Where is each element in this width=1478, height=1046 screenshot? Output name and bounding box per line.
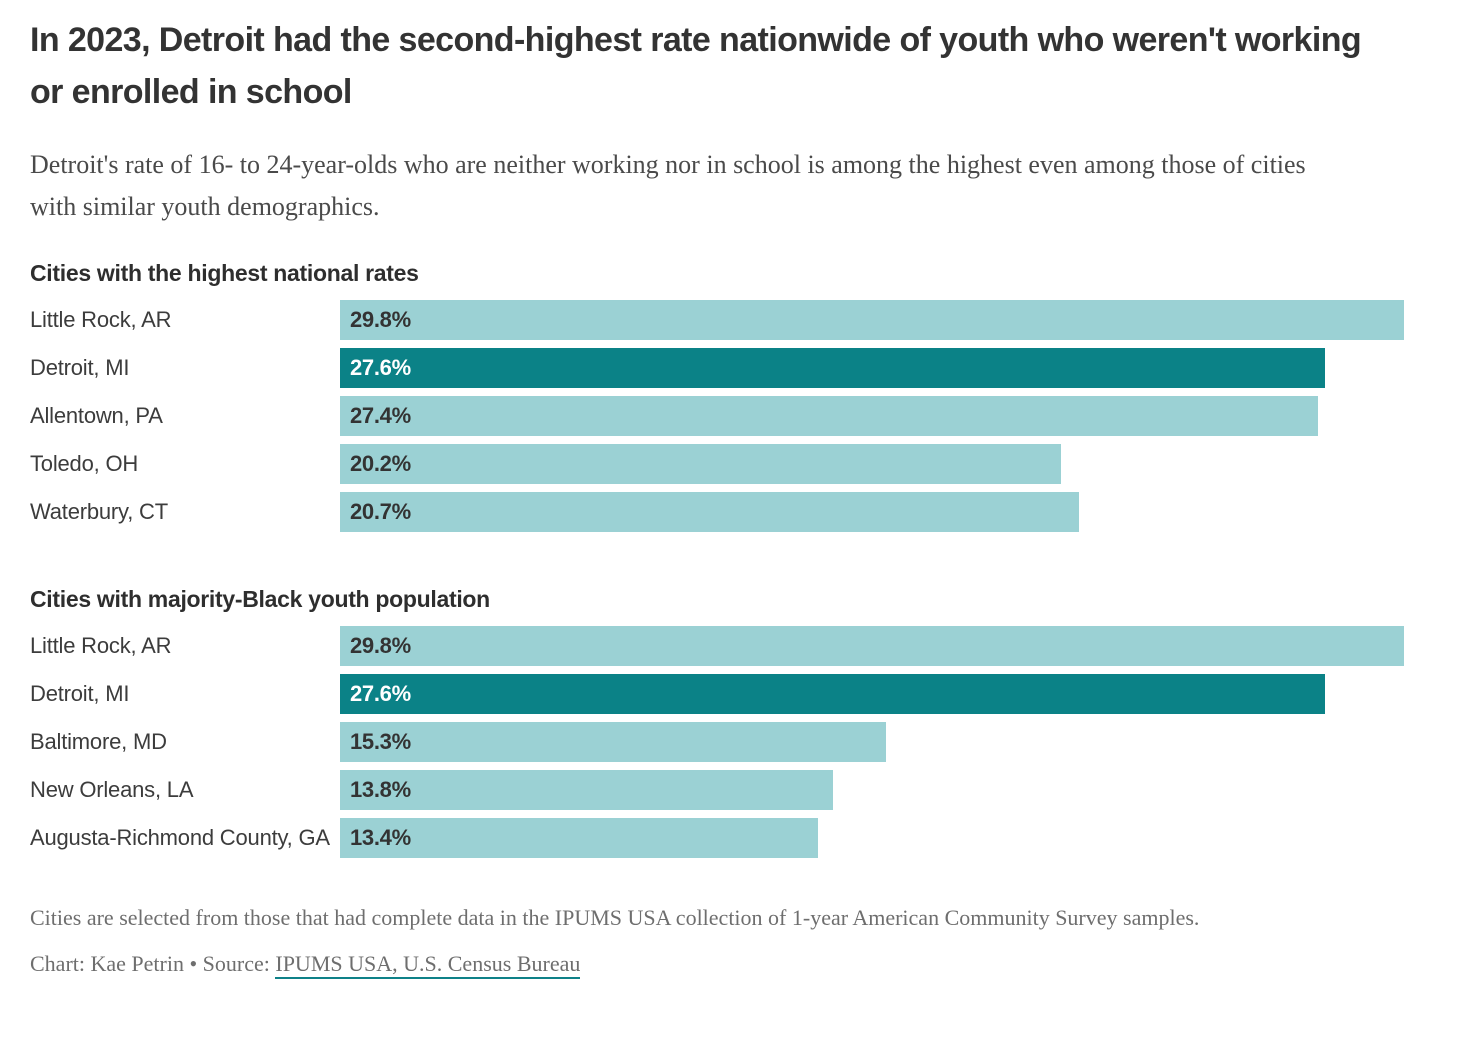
bar-track: 15.3%: [340, 722, 1404, 762]
category-label: Augusta-Richmond County, GA: [30, 825, 330, 850]
category-label: Detroit, MI: [30, 681, 130, 706]
bar-track: 13.8%: [340, 770, 1404, 810]
category-label: Allentown, PA: [30, 403, 163, 428]
bar: 20.7%: [340, 492, 1080, 532]
bar-track: 27.6%: [340, 348, 1404, 388]
bar-track: 27.4%: [340, 396, 1404, 436]
value-label: 13.8%: [350, 777, 411, 802]
value-label: 13.4%: [350, 825, 411, 850]
chart-row: Waterbury, CT 20.7%: [30, 492, 1404, 532]
category-label: Waterbury, CT: [30, 499, 168, 524]
bar-track: 29.8%: [340, 626, 1404, 666]
chart-footnote: Cities are selected from those that had …: [30, 905, 1200, 930]
bar-highlighted: 27.6%: [340, 348, 1326, 388]
chart-row: Detroit, MI 27.6%: [30, 674, 1404, 714]
chart-card: In 2023, Detroit had the second-highest …: [30, 21, 1404, 979]
credit-text: Chart: Kae Petrin • Source:: [30, 951, 276, 976]
bar-track: 13.4%: [340, 818, 1404, 858]
bar-group-majority-black: Little Rock, AR 29.8% Detroit, MI 27.6% Balt…: [30, 626, 1404, 858]
section-title-majority-black: Cities with majority-Black youth populat…: [30, 586, 490, 612]
bar-track: 20.7%: [340, 492, 1404, 532]
value-label: 27.6%: [350, 355, 411, 380]
chart-section-national-rates: Cities with the highest national rates L…: [30, 260, 1404, 532]
value-label: 27.4%: [350, 403, 411, 428]
chart-credit: Chart: Kae Petrin • Source: IPUMS USA, U…: [30, 951, 1404, 979]
bar: 20.2%: [340, 444, 1062, 484]
category-label: Detroit, MI: [30, 355, 130, 380]
bar: 13.4%: [340, 818, 819, 858]
source-link[interactable]: IPUMS USA, U.S. Census Bureau: [275, 951, 581, 979]
value-label: 20.7%: [350, 499, 411, 524]
chart-title: In 2023, Detroit had the second-highest …: [30, 21, 1362, 111]
value-label: 27.6%: [350, 681, 411, 706]
chart-row: Toledo, OH 20.2%: [30, 444, 1404, 484]
bar: 15.3%: [340, 722, 887, 762]
bar-track: 20.2%: [340, 444, 1404, 484]
bar: 27.4%: [340, 396, 1319, 436]
category-label: New Orleans, LA: [30, 777, 194, 802]
category-label: Toledo, OH: [30, 451, 139, 476]
chart-row: Augusta-Richmond County, GA 13.4%: [30, 818, 1404, 858]
chart-row: Detroit, MI 27.6%: [30, 348, 1404, 388]
bar-track: 27.6%: [340, 674, 1404, 714]
bar: 29.8%: [340, 300, 1404, 340]
category-label: Little Rock, AR: [30, 633, 172, 658]
bar-highlighted: 27.6%: [340, 674, 1326, 714]
section-title-national-rates: Cities with the highest national rates: [30, 260, 419, 286]
chart-row: Baltimore, MD 15.3%: [30, 722, 1404, 762]
category-label: Baltimore, MD: [30, 729, 167, 754]
chart-row: Little Rock, AR 29.8%: [30, 300, 1404, 340]
bar-group-national-rates: Little Rock, AR 29.8% Detroit, MI 27.6% Alle…: [30, 300, 1404, 532]
chart-row: Allentown, PA 27.4%: [30, 396, 1404, 436]
bar: 29.8%: [340, 626, 1404, 666]
value-label: 15.3%: [350, 729, 411, 754]
bar: 13.8%: [340, 770, 833, 810]
value-label: 29.8%: [350, 633, 411, 658]
chart-section-majority-black: Cities with majority-Black youth populat…: [30, 586, 1404, 858]
category-label: Little Rock, AR: [30, 307, 172, 332]
chart-subtitle: Detroit's rate of 16- to 24-year-olds wh…: [30, 150, 1306, 221]
value-label: 20.2%: [350, 451, 411, 476]
value-label: 29.8%: [350, 307, 411, 332]
chart-row: Little Rock, AR 29.8%: [30, 626, 1404, 666]
chart-row: New Orleans, LA 13.8%: [30, 770, 1404, 810]
bar-track: 29.8%: [340, 300, 1404, 340]
